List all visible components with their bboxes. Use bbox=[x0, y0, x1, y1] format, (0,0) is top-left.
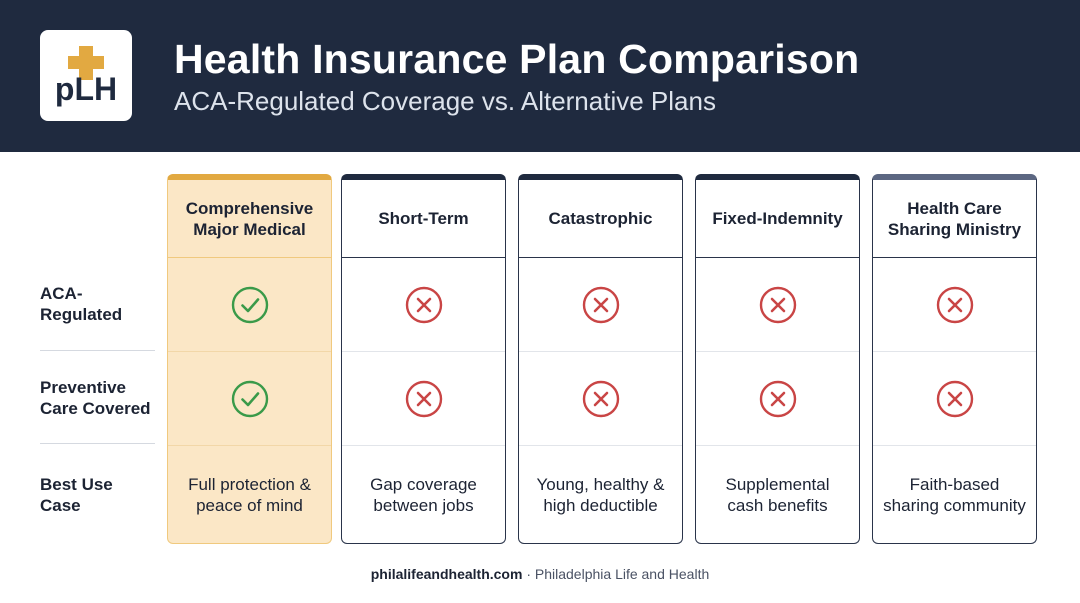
row-divider bbox=[873, 351, 1036, 352]
header-banner: pLH Health Insurance Plan Comparison ACA… bbox=[0, 0, 1080, 152]
x-icon bbox=[873, 258, 1036, 351]
page-title: Health Insurance Plan Comparison bbox=[174, 36, 860, 82]
plan-column: Comprehensive Major Medical Full protecti… bbox=[167, 174, 332, 544]
plan-column-header: Short-Term bbox=[378, 209, 469, 228]
x-icon bbox=[696, 258, 859, 351]
plan-column-header: Health Care Sharing Ministry bbox=[887, 198, 1022, 239]
header-divider bbox=[168, 257, 331, 258]
best-use-case-text: Faith-based sharing community bbox=[883, 475, 1026, 515]
plan-column-header: Catastrophic bbox=[548, 209, 653, 228]
row-divider bbox=[519, 445, 682, 446]
row-divider bbox=[40, 350, 155, 351]
header-divider bbox=[873, 257, 1036, 258]
row-label-preventive-care: Preventive Care Covered bbox=[40, 378, 151, 418]
best-use-case-text: Young, healthy & high deductible bbox=[536, 475, 665, 515]
best-use-case-text: Supplemental cash benefits bbox=[725, 475, 830, 515]
row-divider bbox=[40, 443, 155, 444]
row-label-best-use-case: Best Use Case bbox=[40, 475, 113, 515]
plan-column: Catastrophic Young, healthy & high deduct… bbox=[518, 174, 683, 544]
x-icon bbox=[342, 258, 505, 351]
row-divider bbox=[168, 351, 331, 352]
best-use-case-text: Full protection & peace of mind bbox=[188, 475, 311, 515]
logo-mark: pLH bbox=[55, 46, 117, 107]
header-divider bbox=[342, 257, 505, 258]
row-divider bbox=[696, 445, 859, 446]
logo-text: pLH bbox=[55, 71, 117, 107]
row-divider bbox=[168, 445, 331, 446]
x-icon bbox=[873, 352, 1036, 445]
header-divider bbox=[519, 257, 682, 258]
check-icon bbox=[168, 352, 331, 445]
row-divider bbox=[342, 351, 505, 352]
check-icon bbox=[168, 258, 331, 351]
footer-org: Philadelphia Life and Health bbox=[534, 566, 710, 582]
logo: pLH bbox=[40, 30, 132, 121]
footer-separator: · bbox=[522, 566, 535, 582]
x-icon bbox=[519, 352, 682, 445]
row-divider bbox=[519, 351, 682, 352]
plan-column-header: Fixed-Indemnity bbox=[712, 209, 843, 228]
plan-column: Fixed-Indemnity Supplemental cash benefit… bbox=[695, 174, 860, 544]
page-subtitle: ACA-Regulated Coverage vs. Alternative P… bbox=[174, 86, 716, 116]
x-icon bbox=[519, 258, 682, 351]
row-divider bbox=[342, 445, 505, 446]
row-divider bbox=[696, 351, 859, 352]
x-icon bbox=[342, 352, 505, 445]
footer: philalifeandhealth.com · Philadelphia Li… bbox=[0, 566, 1080, 582]
best-use-case-text: Gap coverage between jobs bbox=[370, 475, 477, 515]
plan-column: Short-Term Gap coverage between jobs bbox=[341, 174, 506, 544]
header-divider bbox=[696, 257, 859, 258]
row-label-aca-regulated: ACA- Regulated bbox=[40, 284, 123, 324]
plan-column: Health Care Sharing Ministry Faith-based … bbox=[872, 174, 1037, 544]
x-icon bbox=[696, 352, 859, 445]
row-divider bbox=[873, 445, 1036, 446]
footer-site: philalifeandhealth.com bbox=[370, 566, 523, 582]
plan-column-header: Comprehensive Major Medical bbox=[185, 198, 314, 239]
